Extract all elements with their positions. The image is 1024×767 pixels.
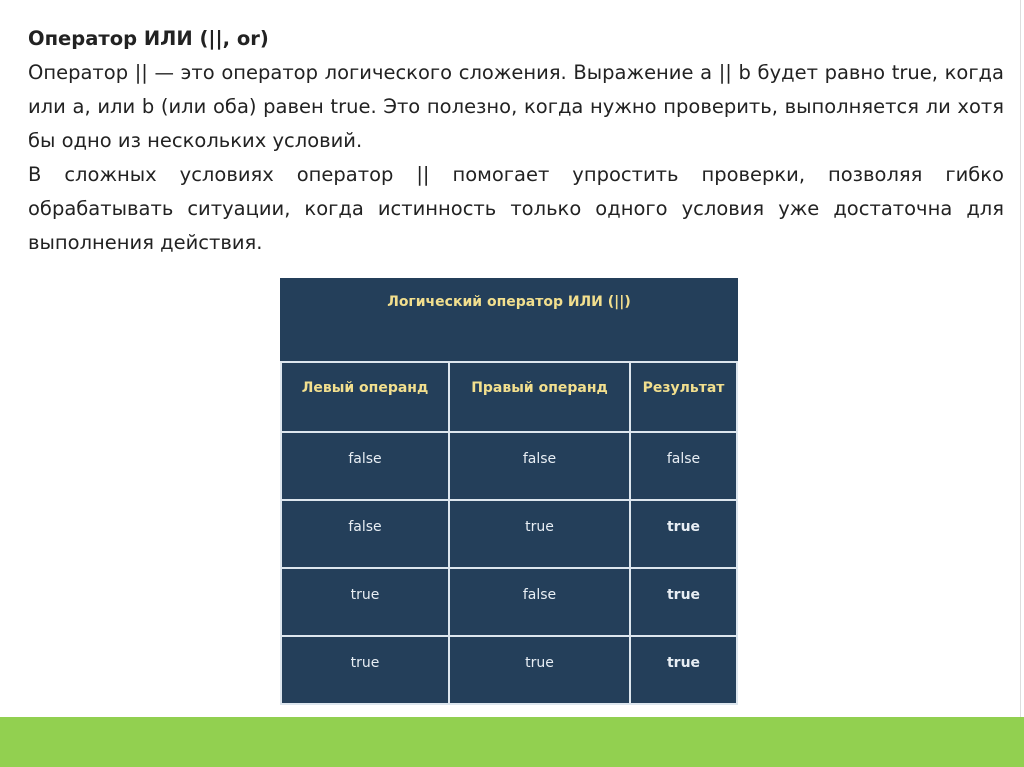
table-row: true true true [280,635,738,705]
cell: false [448,431,631,501]
paragraph: Оператор || — это оператор логического с… [28,61,1004,152]
cell: true [629,635,738,705]
cell: true [448,499,631,569]
cell: false [280,431,450,501]
paragraph: В сложных условиях оператор || помогает … [28,163,1004,254]
slide-title: Оператор ИЛИ (||, or) [28,27,269,50]
cell: true [629,567,738,637]
table-row: true false true [280,567,738,637]
cell: true [629,499,738,569]
header-result: Результат [629,361,738,433]
cell: false [629,431,738,501]
table-caption: Логический оператор ИЛИ (||) [281,278,737,363]
cell: false [448,567,631,637]
cell: true [280,635,450,705]
cell: true [448,635,631,705]
table-row: false true true [280,499,738,569]
table-row: false false false [280,431,738,501]
cell: false [280,499,450,569]
footer-bar [0,717,1024,767]
slide-edge [1020,0,1021,717]
slide-text: Оператор ИЛИ (||, or) Оператор || — это … [28,22,1004,260]
cell: true [280,567,450,637]
header-left-operand: Левый операнд [280,361,450,433]
header-right-operand: Правый операнд [448,361,631,433]
or-truth-table: Логический оператор ИЛИ (||) Левый опера… [280,278,738,705]
